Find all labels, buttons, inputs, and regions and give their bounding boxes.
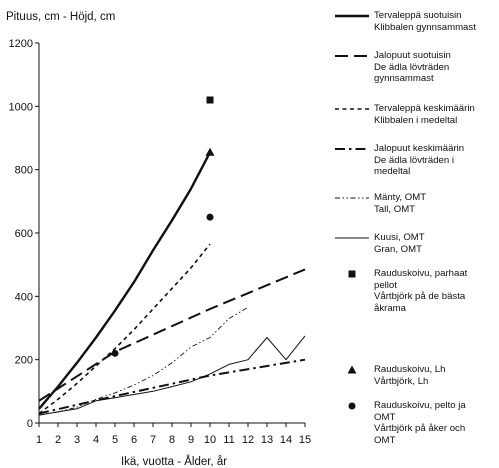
legend-swatch (335, 148, 369, 150)
series-line-5 (38, 307, 249, 416)
x-tick-label: 4 (93, 434, 99, 446)
x-tick-label: 5 (112, 434, 118, 446)
legend-label: Tervaleppä suotuisin Klibbalen gynnsammas… (374, 10, 498, 33)
legend-swatch (335, 237, 369, 239)
legend-swatch (348, 402, 356, 410)
legend-label: Rauduskoivu, parhaat pellot Vårtbjörk på d… (374, 268, 498, 314)
legend-swatch (335, 55, 369, 57)
legend-label-line: Vårtbjörk, Lh (374, 375, 429, 387)
legend-label-line: Rauduskoivu, pelto ja (374, 400, 466, 411)
series-line-3 (38, 243, 211, 415)
legend-square-marker (348, 270, 356, 278)
legend-label-line: Kuusi, OMT (374, 232, 425, 243)
legend-swatch (347, 365, 357, 374)
legend-label: Mänty, OMT Tall, OMT (374, 192, 498, 215)
legend-label-line: Gran, OMT (374, 243, 422, 255)
x-tick-label: 1 (36, 434, 42, 446)
marker-layer (111, 96, 215, 357)
legend-triangle-marker (347, 365, 357, 374)
y-tick-label: 600 (15, 228, 33, 240)
x-tick-label: 2 (55, 434, 61, 446)
legend-swatch (348, 270, 356, 278)
legend-label: Tervaleppä keskimäärin Klibbalen i medelt… (374, 103, 498, 126)
legend-label-line: Vårtbjörk på de bästa (374, 291, 466, 303)
legend-swatch (335, 108, 369, 110)
legend-swatch (335, 14, 369, 18)
legend-label-line: Klibbalen i medeltal (374, 114, 458, 126)
legend-label-line: åkrama (374, 302, 406, 314)
legend-label-line: Jalopuut suotuisin (374, 50, 451, 61)
series-line-6 (38, 335, 306, 416)
legend-label-line: OMT (374, 411, 396, 423)
y-tick-label: 400 (15, 291, 33, 303)
y-tick-label: 1200 (9, 38, 33, 50)
x-tick-label: 14 (280, 434, 292, 446)
x-tick-label: 9 (188, 434, 194, 446)
legend-label-line: Vårtbjörk på åker och (374, 423, 466, 435)
y-tick-label: 1000 (9, 101, 33, 113)
legend-label-line: Mänty, OMT (374, 192, 427, 203)
legend-label: Kuusi, OMT Gran, OMT (374, 232, 498, 255)
legend-label-line: De ädla lövträden (374, 61, 450, 73)
legend-label-line: Tervaleppä keskimäärin (374, 103, 475, 114)
circle-data-point (111, 349, 119, 357)
y-tick-label: 0 (27, 418, 33, 430)
circle-data-point (206, 213, 214, 221)
legend-circle-marker (348, 402, 356, 410)
x-axis-label: Ikä, vuotta - Ålder, år (121, 455, 227, 468)
y-axis-label: Pituus, cm - Höjd, cm (6, 11, 115, 23)
series-line-1 (38, 151, 212, 410)
series-line-4 (38, 358, 306, 415)
series-line-2 (38, 268, 306, 402)
x-tick-label: 6 (131, 434, 137, 446)
legend-swatch (335, 197, 369, 199)
x-tick-label: 3 (74, 434, 80, 446)
square-data-point (206, 96, 214, 104)
x-tick-label: 8 (169, 434, 175, 446)
legend-label-line: Rauduskoivu, Lh (374, 364, 446, 375)
series-layer (38, 151, 306, 416)
legend-label-line: Tervaleppä suotuisin (374, 10, 462, 21)
x-tick-label: 10 (204, 434, 216, 446)
legend-label-line: Klibbalen gynnsammast (374, 21, 476, 33)
x-tick-label: 7 (150, 434, 156, 446)
legend-label-line: gynnsammast (374, 73, 434, 85)
legend-label: Rauduskoivu, pelto ja OMT Vårtbjörk på åke… (374, 400, 498, 446)
legend-label-line: pellot (374, 279, 397, 291)
legend-label-line: Rauduskoivu, parhaat (374, 268, 468, 279)
legend-label-line: OMT (374, 434, 396, 446)
x-tick-label: 11 (223, 434, 234, 446)
legend-label-line: De ädla lövträden i (374, 154, 454, 166)
legend-label: Jalopuut suotuisin De ädla lövträden gynns… (374, 50, 498, 85)
legend-label-line: medeltal (374, 166, 411, 178)
x-tick-label: 12 (242, 434, 254, 446)
x-tick-label: 13 (261, 434, 273, 446)
x-tick-label: 15 (299, 434, 311, 446)
y-tick-label: 800 (15, 165, 33, 177)
legend-label-line: Jalopuut keskimäärin (374, 143, 465, 154)
legend-label: Rauduskoivu, Lh Vårtbjörk, Lh (374, 364, 498, 387)
triangle-data-point (205, 147, 215, 156)
legend-label-line: Tall, OMT (374, 203, 416, 215)
y-tick-label: 200 (15, 355, 33, 367)
